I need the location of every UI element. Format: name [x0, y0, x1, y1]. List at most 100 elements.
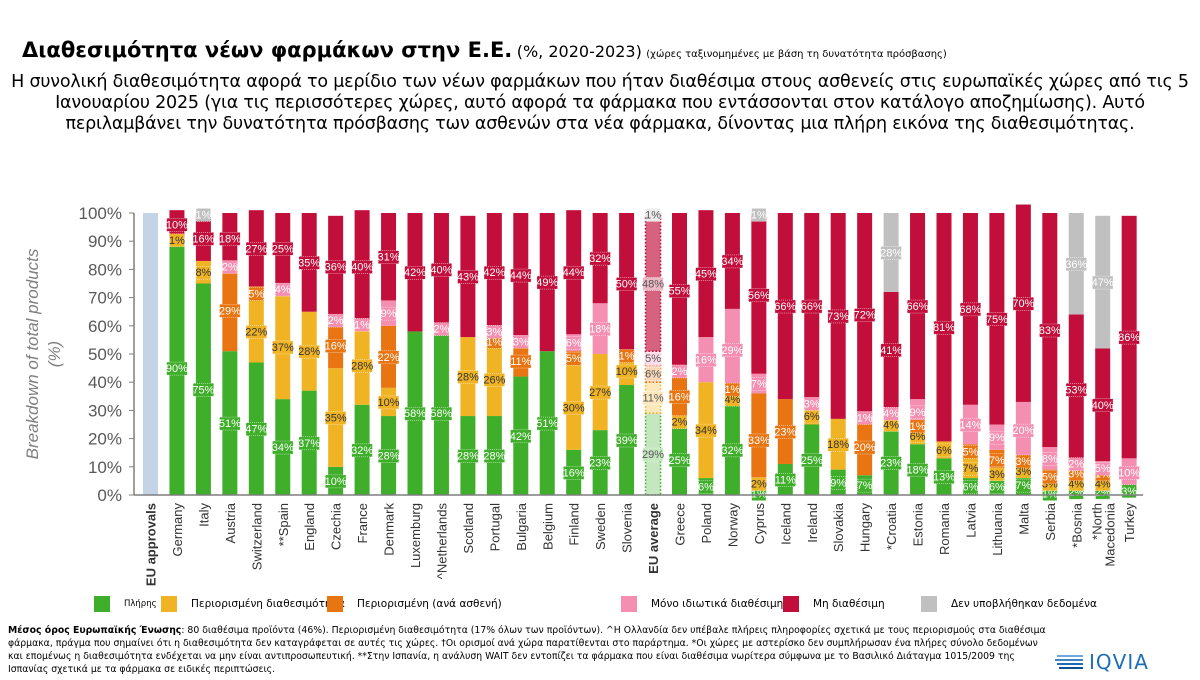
bar-north-macedonia: 2%4%1%5%40%47% — [1092, 215, 1114, 500]
data-label: 28% — [483, 451, 505, 463]
stacked-bar-chart: Breakdown of total products (%) 0% 10% 20% 3… — [23, 204, 1144, 586]
x-tick-label: EU approvals — [144, 503, 159, 586]
bar-slovenia: 39% 10% 1% 50% — [616, 213, 638, 495]
data-label: 3% — [486, 326, 502, 338]
legend-label: Δεν υποβλήθηκαν δεδομένα — [951, 598, 1097, 610]
data-label-box — [801, 453, 823, 467]
data-label: 1% — [486, 336, 502, 348]
data-label: 1% — [169, 235, 185, 247]
chart-subtitle: Η συνολική διαθεσιμότητα αφορά το μερίδι… — [11, 72, 1189, 134]
data-label-box — [192, 232, 214, 246]
legend-item: Δεν υποβλήθηκαν δεδομένα — [921, 596, 1097, 612]
data-label-box — [774, 425, 796, 439]
data-label-box — [827, 437, 849, 452]
data-label: 10% — [325, 476, 347, 488]
data-label: 35% — [298, 257, 320, 269]
bar-switzerland: 47% 22% 5% 27% — [245, 210, 268, 495]
data-label-box — [721, 254, 743, 269]
data-label: 5% — [962, 446, 978, 458]
data-label: 36% — [1065, 259, 1087, 271]
data-label: 26% — [483, 374, 505, 386]
data-label: 14% — [959, 420, 981, 432]
bar-luxemburg: 58% 42% — [404, 213, 426, 495]
data-label: 3% — [513, 336, 529, 348]
data-label-box — [804, 409, 820, 424]
data-label-box — [774, 473, 796, 487]
data-label: 6% — [962, 482, 978, 494]
x-tick-label: **Spain — [276, 503, 291, 546]
data-label: 8% — [195, 267, 211, 279]
data-label: 32% — [351, 445, 373, 457]
data-label-box — [483, 265, 505, 280]
data-label-box — [219, 416, 241, 431]
data-label: 16% — [563, 467, 585, 479]
data-label: 27% — [589, 387, 611, 399]
y-tick-label: 90% — [88, 232, 122, 251]
data-label-box — [989, 453, 1005, 467]
data-label: 56% — [748, 290, 770, 302]
x-tick-label: Germany — [170, 503, 185, 557]
data-label-box — [486, 325, 502, 339]
data-label: 5% — [645, 353, 661, 365]
data-label-box — [695, 353, 717, 367]
bar-france: 32% 28% 1% 40% — [351, 210, 373, 495]
data-label-box — [751, 208, 767, 222]
x-tick-label: Slovenia — [620, 502, 635, 553]
legend-item: Περιορισμένη διαθεσιμότητα — [161, 596, 345, 612]
data-label: 13% — [933, 472, 955, 484]
chart-period: (%, 2020-2023) — [516, 42, 642, 61]
bars: 90% 1% 10% 75% 8% 16% 1% 51% 29% 2% 18% 47% 22% 5% 27%… — [143, 204, 1140, 501]
data-label: 6% — [910, 431, 926, 443]
data-label-box — [325, 474, 347, 489]
x-tick-label: Hungary — [858, 503, 873, 553]
data-label-box — [645, 208, 661, 222]
data-label-box — [748, 433, 770, 448]
data-label-box — [1068, 457, 1084, 471]
data-label: 66% — [907, 301, 929, 313]
data-label: 1% — [910, 421, 926, 433]
x-tick-label: Portugal — [487, 503, 502, 552]
data-label-box — [907, 299, 929, 314]
data-label: 31% — [378, 252, 400, 264]
bar-belgium: 51% 49% — [536, 213, 558, 495]
data-label: 37% — [272, 342, 294, 354]
data-label: 20% — [1012, 425, 1034, 437]
data-label-box — [589, 251, 611, 266]
data-label-box — [195, 265, 211, 280]
data-label-box — [404, 265, 426, 280]
data-label-box — [619, 349, 635, 363]
legend-label: Περιορισμένη (ανά ασθενή) — [357, 598, 502, 610]
data-label: 4% — [275, 284, 291, 296]
data-label-box — [536, 416, 558, 431]
data-label: 4% — [883, 420, 899, 432]
data-label: 35% — [325, 412, 347, 424]
data-label: 22% — [378, 352, 400, 364]
data-label: 9% — [910, 407, 926, 419]
data-label: 2% — [328, 315, 344, 327]
legend-swatch — [327, 596, 343, 612]
data-label: 53% — [1065, 384, 1087, 396]
data-label-box — [378, 250, 400, 264]
chart-title-note: (χώρες ταξινομημένες με βάση τη δυνατότη… — [646, 49, 947, 60]
data-label-box — [751, 377, 767, 391]
bar-denmark: 28% 10% 22% 9% 31% — [378, 213, 400, 495]
data-label-box — [510, 429, 532, 444]
data-label-box — [668, 284, 691, 298]
data-label-box — [1118, 466, 1140, 480]
data-label-box — [483, 373, 505, 387]
data-label: 2% — [1068, 459, 1084, 471]
data-label: 34% — [272, 442, 294, 454]
data-label-box — [963, 461, 978, 476]
data-label: 6% — [698, 482, 714, 494]
data-label-box — [616, 433, 638, 448]
data-label-box — [566, 336, 582, 350]
data-label-box — [566, 351, 582, 366]
data-label: 55% — [668, 286, 690, 298]
data-label-box — [298, 436, 320, 451]
data-label: 18% — [589, 324, 611, 336]
data-label-box — [404, 406, 426, 421]
data-label-box — [672, 415, 687, 429]
data-label-box — [645, 367, 661, 381]
data-label: 68% — [959, 304, 981, 316]
x-tick-label: Turkey — [1122, 503, 1137, 543]
